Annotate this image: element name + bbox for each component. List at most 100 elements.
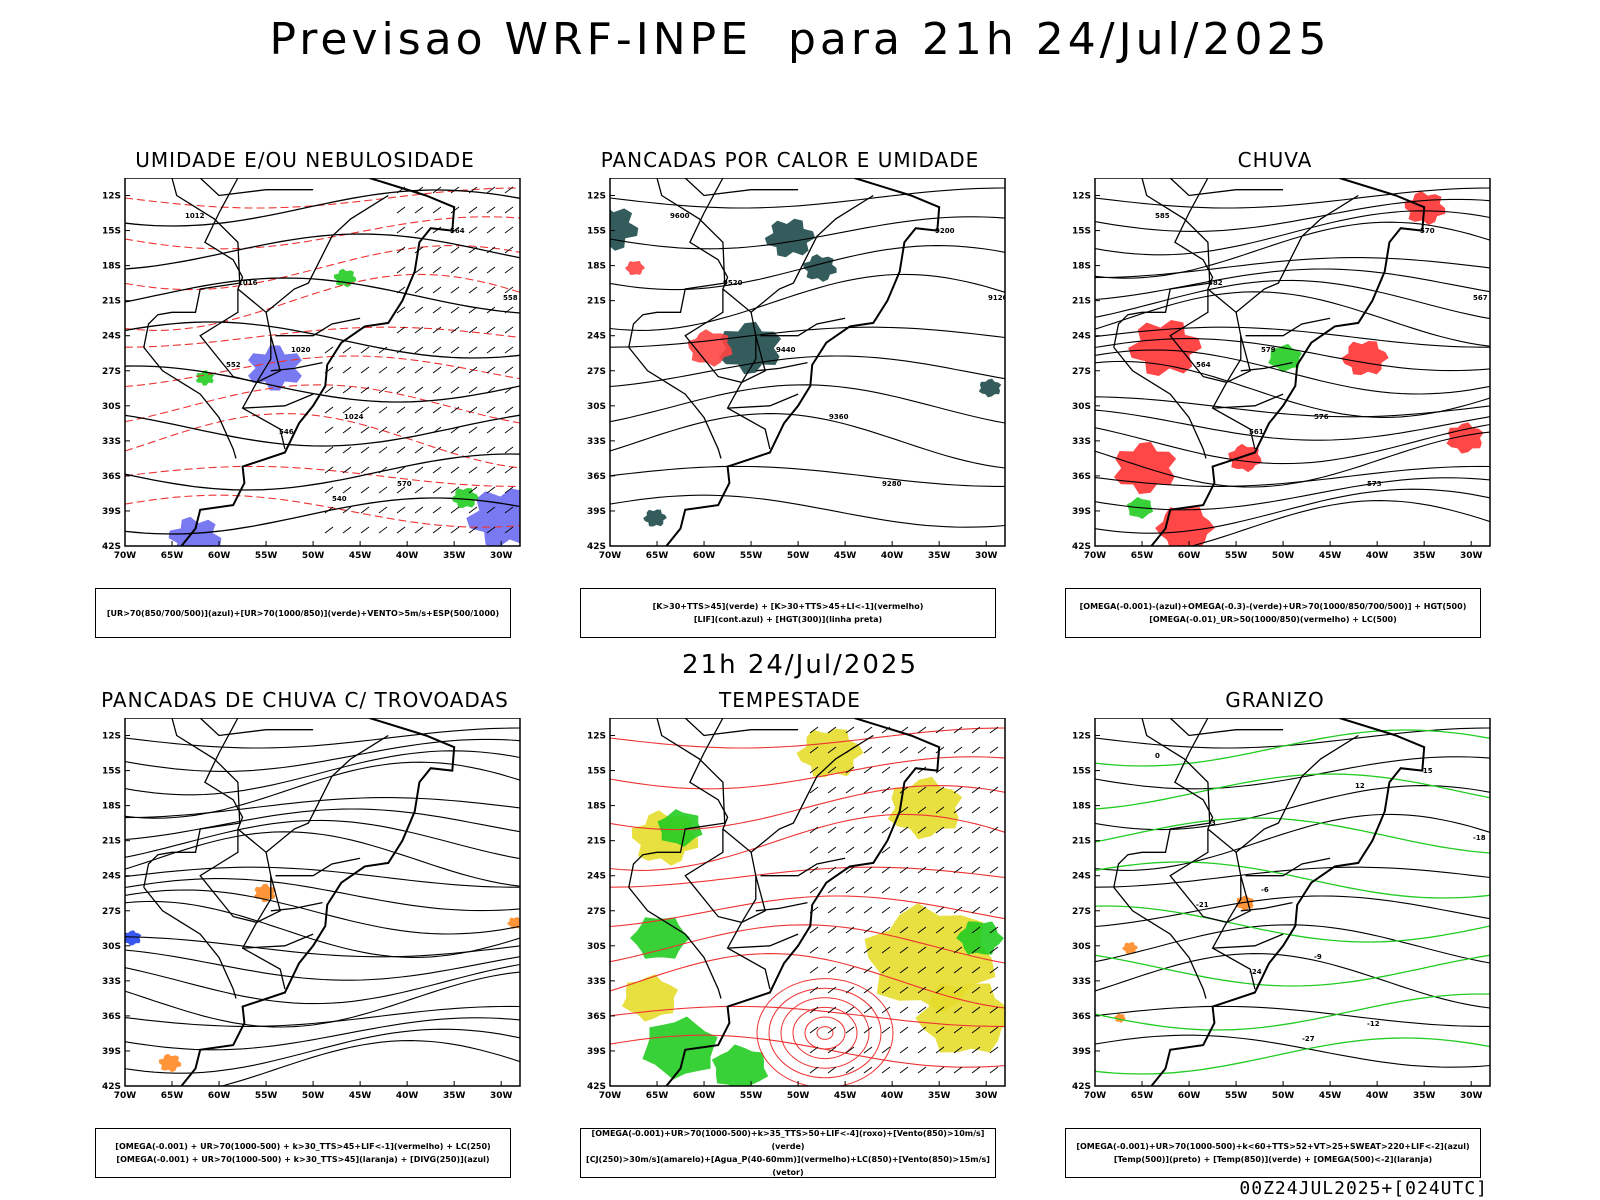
wind-vector bbox=[971, 906, 981, 914]
panel-legend: [OMEGA(-0.001) + UR>70(1000-500) + k>30_… bbox=[95, 1128, 511, 1178]
wind-vector bbox=[917, 806, 927, 814]
wind-vector bbox=[396, 466, 406, 474]
panel-legend: [K>30+TTS>45](verde) + [K>30+TTS>45+LI<-… bbox=[580, 588, 996, 638]
wind-vector bbox=[953, 926, 963, 934]
wind-vector bbox=[863, 846, 873, 854]
panel-legend: [OMEGA(-0.001)+UR>70(1000-500)+k<60+TTS>… bbox=[1065, 1128, 1481, 1178]
lat-tick-label: 15S bbox=[102, 767, 121, 777]
map-frame bbox=[124, 178, 521, 547]
coastline bbox=[665, 178, 941, 546]
wind-vector bbox=[450, 226, 460, 234]
contour-line bbox=[1095, 813, 1490, 871]
coastline bbox=[665, 718, 941, 1086]
contour-label: 9440 bbox=[776, 346, 796, 354]
wind-vector bbox=[935, 826, 945, 834]
wind-vector bbox=[504, 326, 514, 334]
lat-tick-label: 15S bbox=[102, 227, 121, 237]
wind-vector bbox=[881, 886, 891, 894]
wind-vector bbox=[324, 486, 334, 494]
contour-line bbox=[610, 1005, 1005, 1027]
wind-vector bbox=[845, 986, 855, 994]
contour-label: 570 bbox=[397, 480, 412, 488]
wind-vector bbox=[827, 866, 837, 874]
lat-tick-label: 33S bbox=[102, 437, 121, 447]
contour-line bbox=[1095, 431, 1490, 488]
contour-line bbox=[125, 1017, 520, 1051]
lat-tick-label: 39S bbox=[102, 1047, 121, 1057]
wind-vector bbox=[827, 906, 837, 914]
contour-line bbox=[1095, 349, 1490, 395]
wind-vector bbox=[827, 746, 837, 754]
wind-vector bbox=[917, 746, 927, 754]
wind-vector bbox=[468, 526, 478, 534]
panel-title: UMIDADE E/OU NEBULOSIDADE bbox=[135, 148, 475, 172]
wind-vector bbox=[378, 426, 388, 434]
lat-tick-label: 30S bbox=[102, 402, 121, 412]
wind-vector bbox=[450, 266, 460, 274]
wind-vector bbox=[324, 346, 334, 354]
wind-vector bbox=[468, 286, 478, 294]
wind-vector bbox=[468, 426, 478, 434]
wind-vector bbox=[809, 946, 819, 954]
wind-vector bbox=[917, 1006, 927, 1014]
wind-vector bbox=[486, 386, 496, 394]
wind-vector bbox=[809, 726, 819, 734]
contour-line bbox=[1095, 785, 1490, 831]
lat-tick-label: 39S bbox=[587, 507, 606, 517]
lat-tick-label: 18S bbox=[587, 802, 606, 812]
contour-line bbox=[1095, 198, 1490, 232]
wind-vector bbox=[971, 966, 981, 974]
wind-vector bbox=[360, 386, 370, 394]
wind-vector bbox=[827, 926, 837, 934]
contour-line bbox=[125, 971, 520, 1028]
lat-tick-label: 24S bbox=[587, 332, 606, 342]
political-border bbox=[1169, 718, 1284, 737]
wind-vector bbox=[378, 406, 388, 414]
wind-vector bbox=[989, 1026, 999, 1034]
wind-vector bbox=[971, 766, 981, 774]
wind-vector bbox=[881, 1066, 891, 1074]
contour-line bbox=[125, 453, 520, 491]
wind-vector bbox=[953, 846, 963, 854]
wind-vector bbox=[432, 486, 442, 494]
wind-vector bbox=[396, 226, 406, 234]
map-field-layer bbox=[125, 718, 520, 1086]
wind-vector bbox=[881, 946, 891, 954]
lon-tick-label: 60W bbox=[208, 551, 231, 561]
field-shade bbox=[1341, 340, 1389, 376]
wind-vector bbox=[935, 886, 945, 894]
wind-vector bbox=[935, 906, 945, 914]
wind-vector bbox=[809, 1006, 819, 1014]
wind-vector bbox=[899, 1026, 909, 1034]
wind-vector bbox=[953, 886, 963, 894]
contour-line bbox=[1095, 409, 1490, 441]
panel-tempestade: TEMPESTADE 12S 15S 18S 21S 24S 27S 30S 33S 36S 39… bbox=[570, 688, 1010, 1178]
wind-vector bbox=[468, 466, 478, 474]
contour-line bbox=[1189, 500, 1490, 546]
lon-tick-label: 70W bbox=[1084, 551, 1107, 561]
contour-line bbox=[125, 761, 520, 819]
contour-line bbox=[125, 1005, 520, 1027]
lon-tick-label: 70W bbox=[599, 1091, 622, 1101]
wind-vector bbox=[899, 946, 909, 954]
wind-vector bbox=[342, 386, 352, 394]
wind-vector bbox=[827, 766, 837, 774]
contour-label: 12 bbox=[1355, 782, 1365, 790]
wind-vector bbox=[342, 466, 352, 474]
wind-vector bbox=[468, 386, 478, 394]
field-shade bbox=[642, 1016, 718, 1080]
wind-vector bbox=[917, 926, 927, 934]
contour-line bbox=[1095, 221, 1490, 279]
political-border bbox=[1169, 289, 1242, 384]
wind-vector bbox=[935, 806, 945, 814]
wind-vector bbox=[899, 806, 909, 814]
political-border bbox=[1240, 361, 1293, 372]
contour-label: -6 bbox=[1261, 886, 1269, 894]
wind-vector bbox=[827, 886, 837, 894]
field-shade bbox=[803, 254, 837, 282]
lat-tick-label: 15S bbox=[1072, 767, 1091, 777]
wind-vector bbox=[881, 746, 891, 754]
lat-tick-label: 42S bbox=[587, 1082, 606, 1092]
wind-vector bbox=[450, 426, 460, 434]
wind-vector bbox=[881, 846, 891, 854]
